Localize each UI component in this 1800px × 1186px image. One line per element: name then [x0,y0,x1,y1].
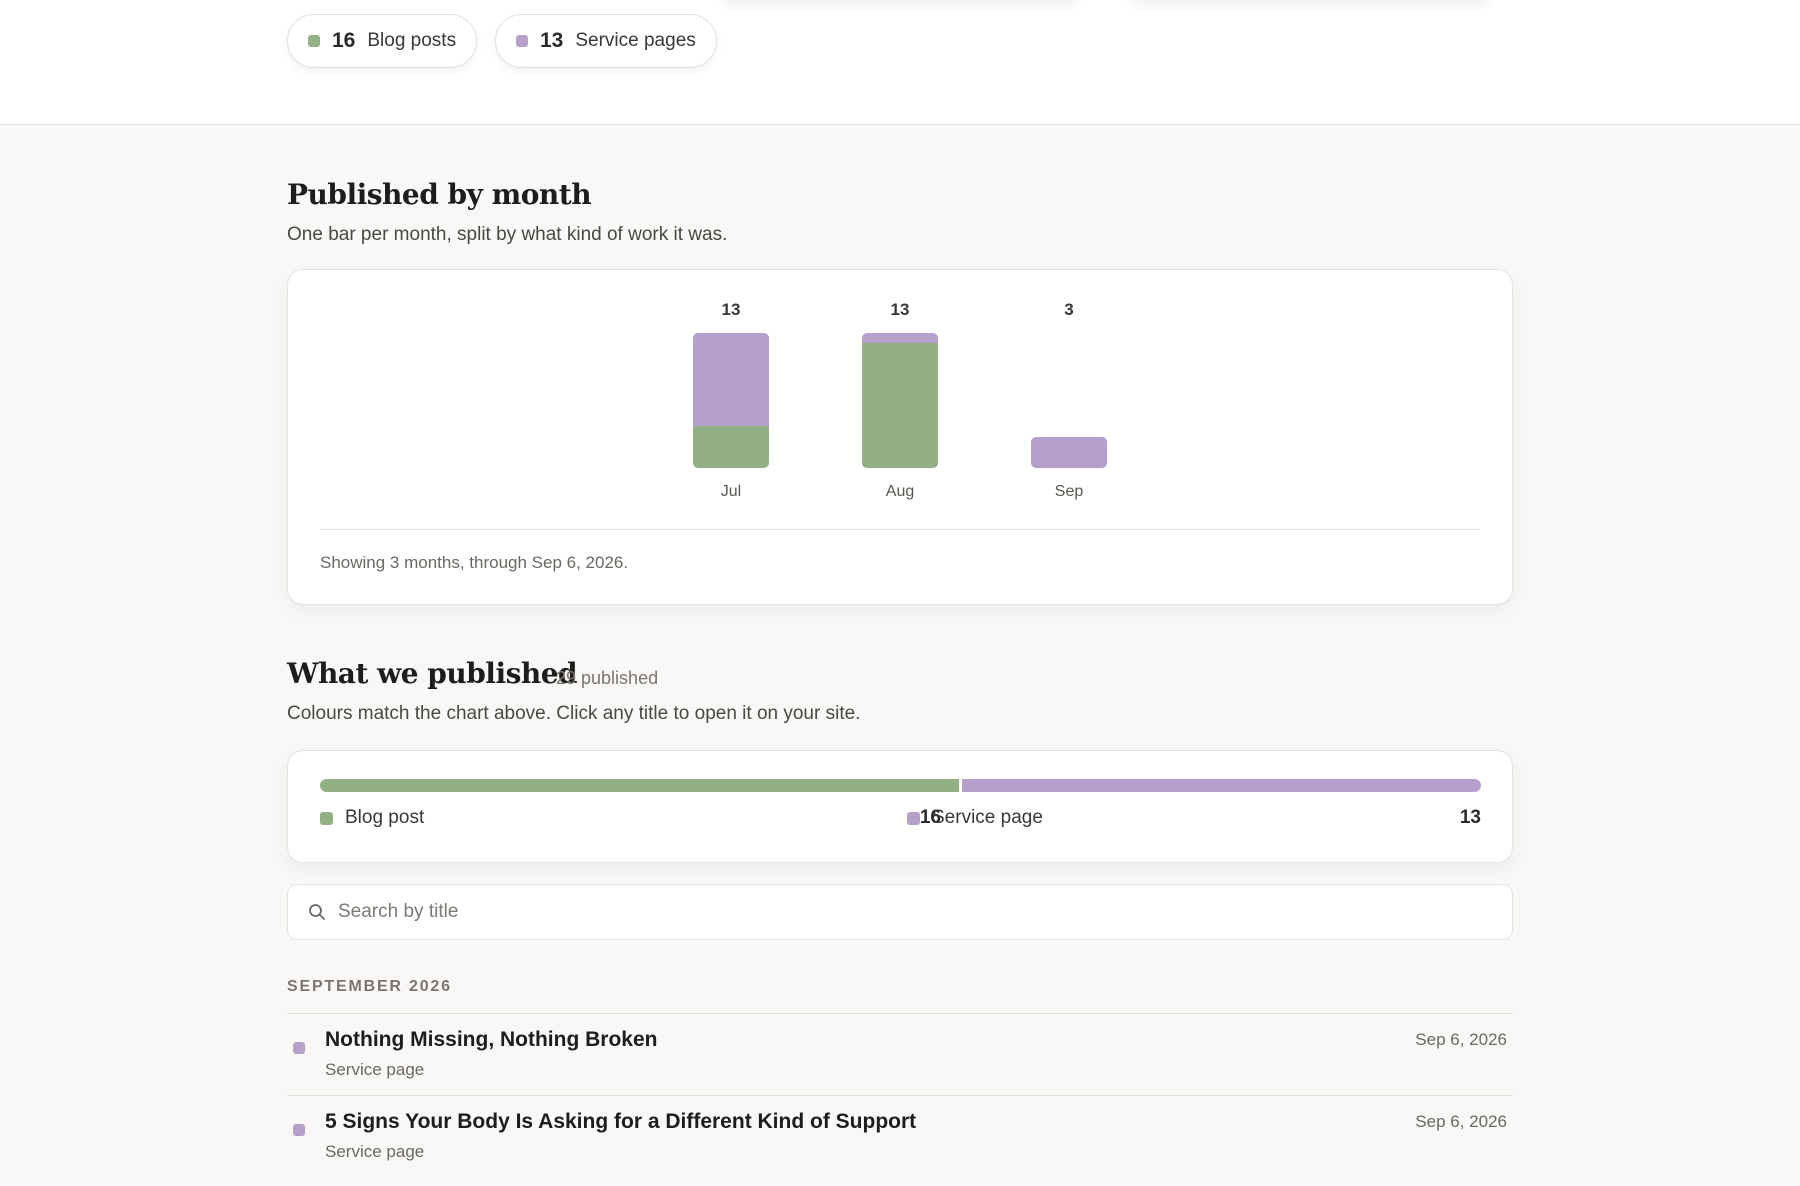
month-axis-label: Aug [885,483,915,500]
month-axis-label: Sep [1054,483,1084,500]
blog-bar-segment [693,426,769,468]
blog-posts-count: 16 [332,29,356,52]
service-color-dot [516,35,528,47]
blog-share-bar [320,779,959,792]
item-type: Service page [325,1142,425,1161]
item-type: Service page [325,1060,425,1079]
service-pages-label: Service pages [575,30,696,51]
service-type-marker [293,1124,305,1136]
service-type-marker [293,1042,305,1054]
list-item: 5 Signs Your Body Is Asking for a Differ… [287,1106,1513,1186]
search-input[interactable] [338,901,1438,923]
month-axis-label: Jul [720,483,742,500]
service-color-swatch [907,811,920,825]
monthly-chart-card: 13 Jul 13 Aug 3 Sep Showing 3 months, through… [287,269,1513,605]
legend-service-page: Service page [907,807,1043,829]
legend-blog-post-count: 16 [919,807,941,828]
chart-range-note: Showing 3 months, through Sep 6, 2026. [320,553,629,572]
legend-service-page-count: 13 [1459,807,1481,828]
service-bar-segment [1031,436,1107,468]
service-bar-segment [862,333,938,344]
service-bar-segment [693,333,769,427]
service-share-bar [962,779,1481,792]
blog-color-swatch [320,811,333,825]
list-divider [287,1095,1513,1096]
legend-service-page-label: Service page [932,807,1043,828]
item-title-link[interactable]: 5 Signs Your Body Is Asking for a Differ… [325,1110,917,1133]
month-bar [1031,436,1107,468]
chart-divider [320,529,1480,530]
search-icon [309,904,325,920]
item-date: Sep 6, 2026 [1415,1112,1507,1131]
legend-blog-post: Blog post [320,807,424,829]
month-bar [693,333,769,468]
blog-posts-count-pill: 16 Blog posts [287,14,478,68]
monthly-chart-title: Published by month [287,178,592,211]
blog-bar-segment [862,343,938,468]
service-pages-count: 13 [540,29,564,52]
bar-total-label: 13 [890,300,910,319]
published-count: 29 published [556,668,659,688]
summary-band: 16 Blog posts 13 Service pages [0,0,1800,125]
bar-total-label: 3 [1064,300,1074,319]
blog-color-dot [308,35,320,47]
item-date: Sep 6, 2026 [1415,1030,1507,1049]
blog-posts-label: Blog posts [367,30,457,51]
bar-total-label: 13 [721,300,741,319]
list-item: Nothing Missing, Nothing Broken Service … [287,1024,1513,1104]
published-section-title: What we published [287,657,578,690]
type-split-card: Blog post 16 Service page 13 [287,750,1513,863]
search-box[interactable] [287,884,1513,940]
published-section-subtitle: Colours match the chart above. Click any… [287,703,861,724]
monthly-chart-subtitle: One bar per month, split by what kind of… [287,224,728,245]
list-divider [287,1013,1513,1014]
legend-blog-post-label: Blog post [345,807,425,828]
month-bar [862,333,938,468]
month-group-heading: SEPTEMBER 2026 [287,978,452,995]
service-pages-count-pill: 13 Service pages [495,14,717,68]
item-title-link[interactable]: Nothing Missing, Nothing Broken [325,1028,658,1051]
